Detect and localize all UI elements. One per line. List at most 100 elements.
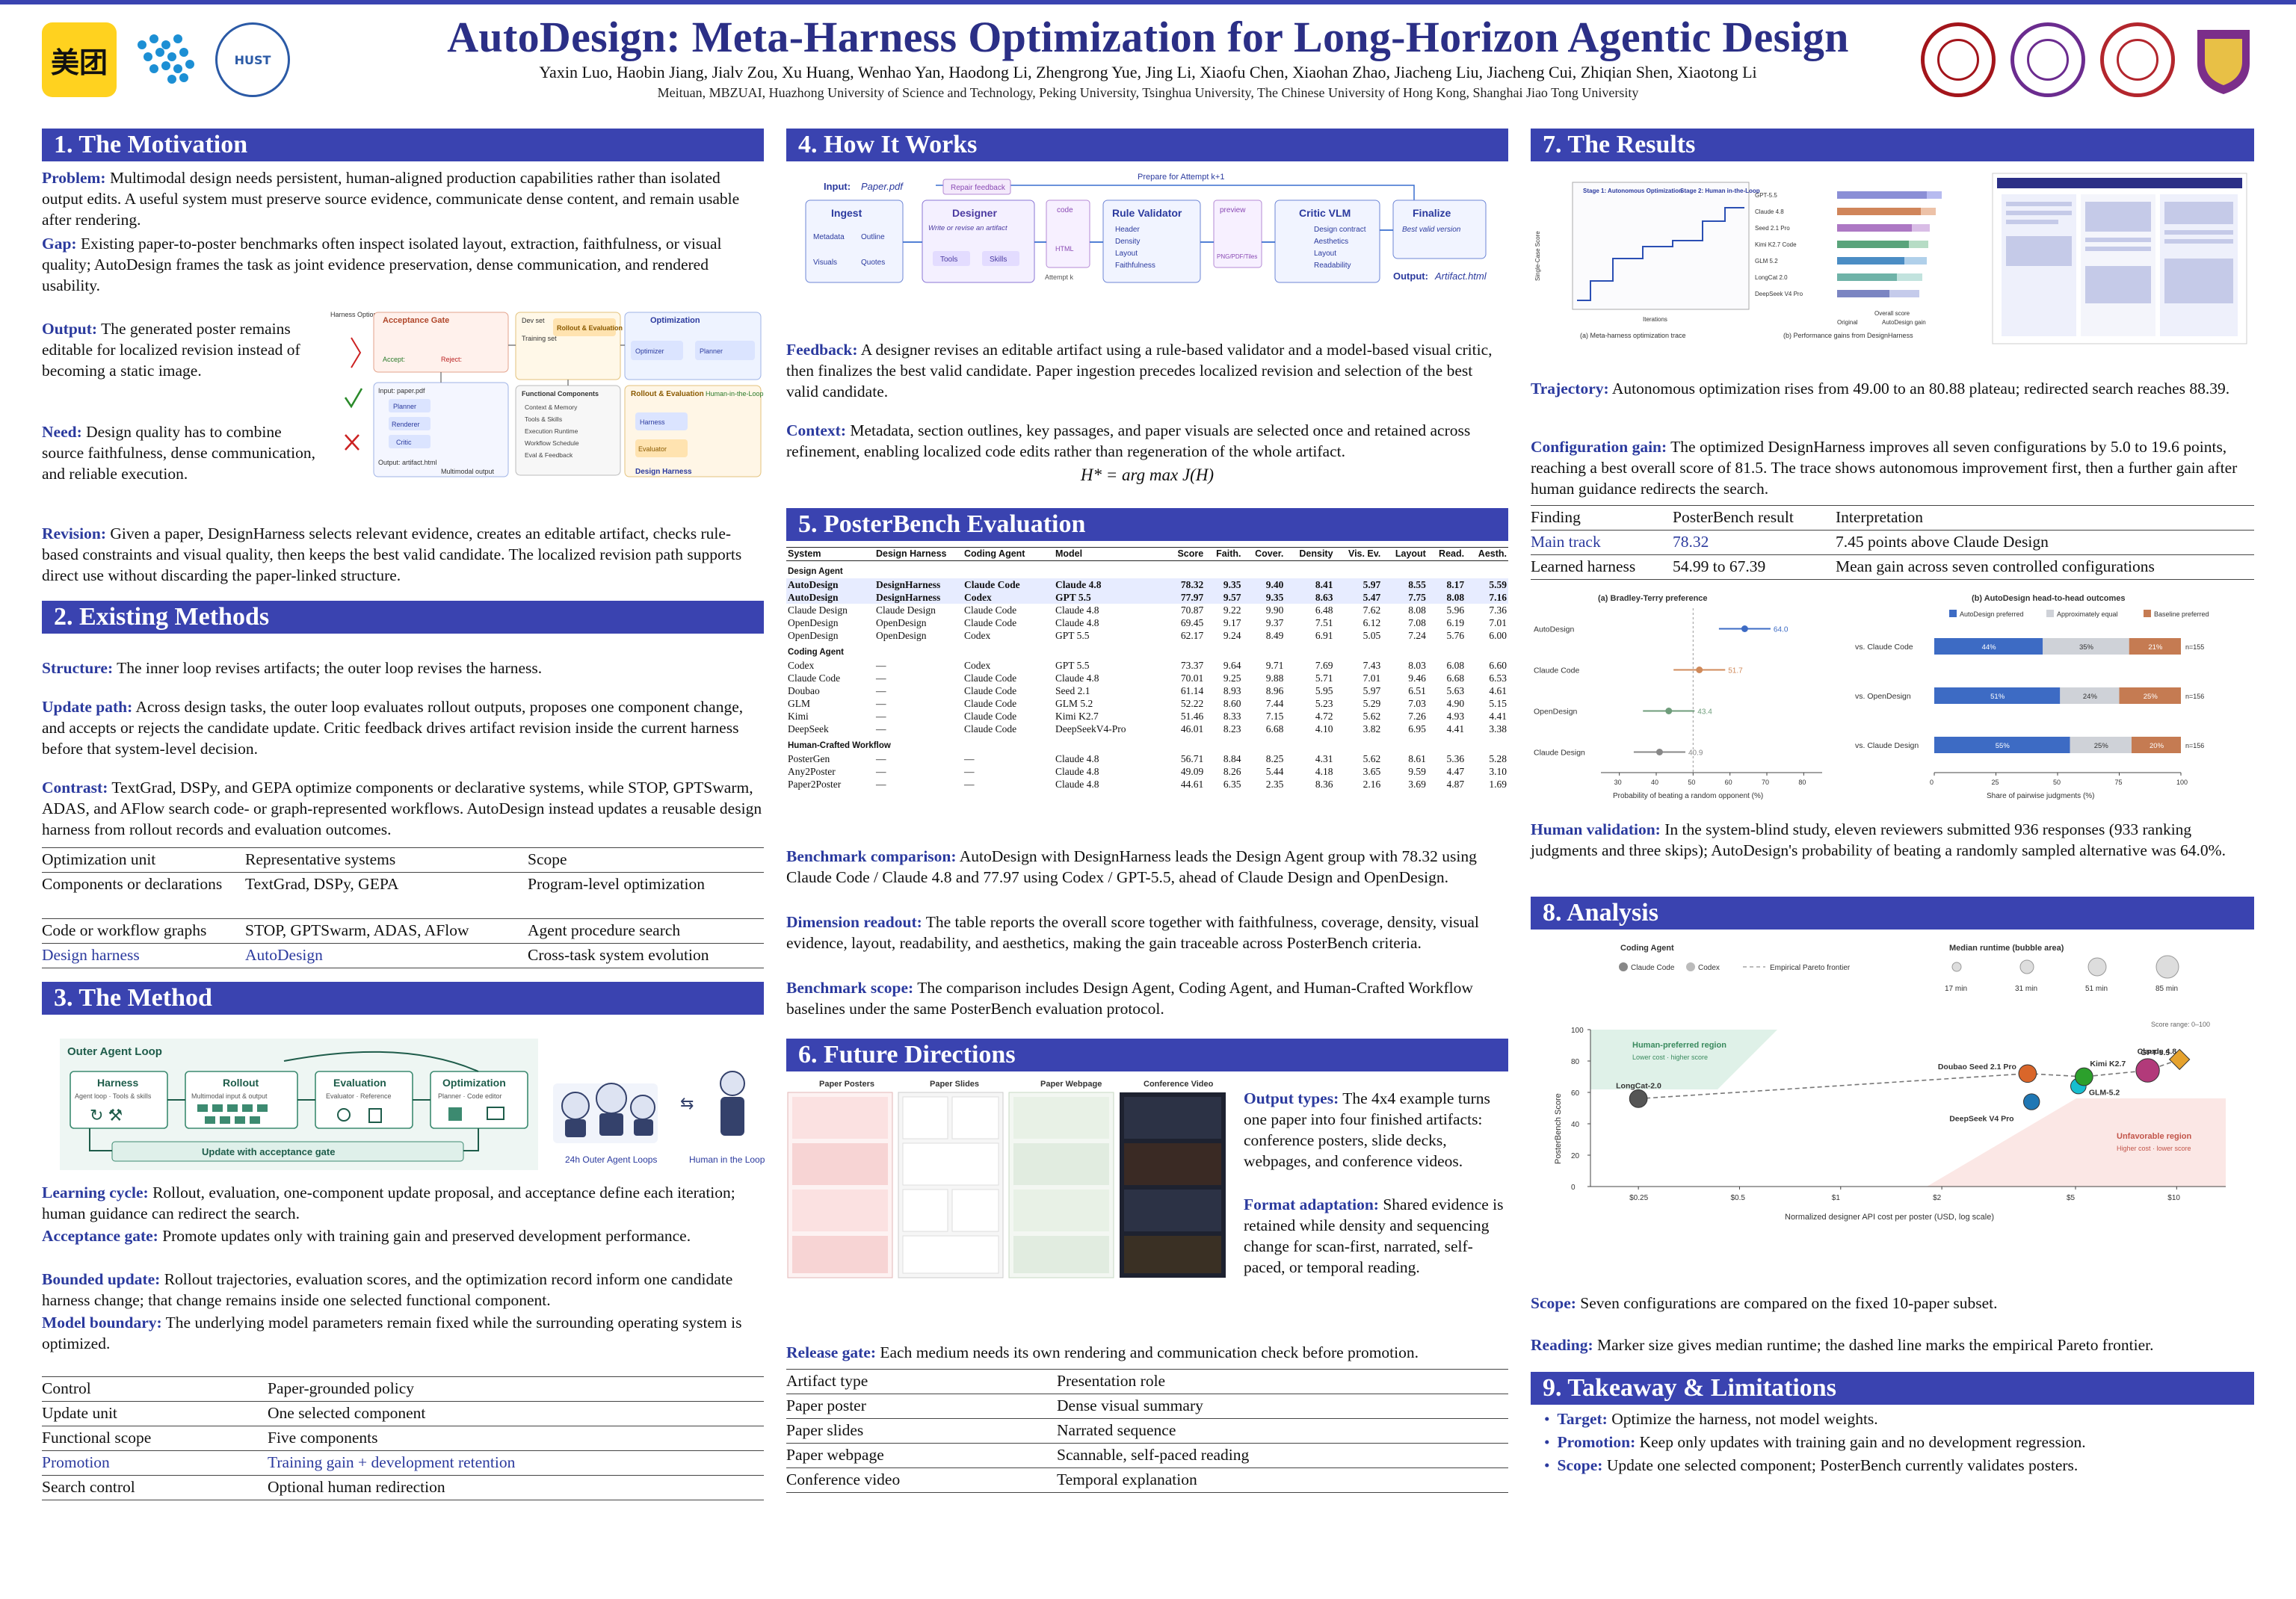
table-cell: 5.29 xyxy=(1363,698,1381,709)
x-axis-label: Share of pairwise judgments (%) xyxy=(1987,792,2095,800)
head-to-head-chart: (b) AutoDesign head-to-head outcomes Auto… xyxy=(1852,590,2254,814)
table-cell: 5.47 xyxy=(1334,591,1383,604)
svg-text:Training set: Training set xyxy=(522,335,557,342)
table-cell: 69.45 xyxy=(1180,617,1204,628)
table-cell: 5.36 xyxy=(1446,753,1465,764)
group-label: Design Agent xyxy=(788,567,843,576)
table-cell: 5.15 xyxy=(1489,698,1507,709)
table-cell: 8.93 xyxy=(1223,685,1241,696)
table-cell: 4.87 xyxy=(1446,779,1465,790)
results-trajectory: Trajectory: Autonomous optimization rise… xyxy=(1531,380,2230,398)
table-cell: Codex xyxy=(964,660,991,671)
legend-title: Coding Agent xyxy=(1620,944,1674,953)
table-cell: 62.17 xyxy=(1180,630,1204,641)
chart-title: (a) Bradley-Terry preference xyxy=(1598,594,1708,603)
table-cell: 5.44 xyxy=(1265,766,1284,777)
data-point xyxy=(1696,666,1703,673)
data-label: 40.9 xyxy=(1688,749,1703,758)
method-table: Control Paper-grounded policy Update unit… xyxy=(42,1376,764,1500)
table-row: OpenDesign OpenDesign Codex GPT 5.5 62.17 9.2… xyxy=(786,629,1508,642)
mbzuai-logo xyxy=(129,22,203,97)
column-header: Cover. xyxy=(1242,547,1286,561)
table-row: Learned harness 54.99 to 67.39 Mean gain a… xyxy=(1531,554,2254,580)
x-tick-label: 30 xyxy=(1614,779,1622,786)
table-cell: 7.01 xyxy=(1489,617,1507,628)
svg-text:Accept:: Accept: xyxy=(383,356,405,363)
table-cell: 9.25 xyxy=(1223,672,1241,684)
svg-text:Header: Header xyxy=(1115,226,1140,234)
row-label: vs. Claude Design xyxy=(1855,741,1919,750)
data-label: DeepSeek V4 Pro xyxy=(1949,1115,2013,1124)
svg-text:Paper Webpage: Paper Webpage xyxy=(1040,1080,1102,1089)
table-cell: — xyxy=(876,660,886,671)
x-axis-label: Probability of beating a random opponent… xyxy=(1613,792,1763,800)
table-row: Code or workflow graphs STOP, GPTSwarm, A… xyxy=(42,918,764,944)
table-row: Paper webpage Scannable, self-paced readi… xyxy=(786,1443,1508,1468)
table-cell: GPT 5.5 xyxy=(1054,591,1166,604)
table-row: Conference video Temporal explanation xyxy=(786,1467,1508,1493)
bar-segment xyxy=(2060,687,2120,704)
table-row: Promotion Training gain + development ret… xyxy=(42,1450,764,1476)
table-cell: 8.49 xyxy=(1265,630,1284,641)
column-header: Coding Agent xyxy=(963,547,1054,561)
table-cell: 8.25 xyxy=(1265,753,1284,764)
column-header: Faith. xyxy=(1205,547,1243,561)
runtime-legend-label: 85 min xyxy=(2155,985,2178,993)
bradley-terry-chart: (a) Bradley-Terry preference 30 40 50 60 70 80… xyxy=(1531,590,1845,814)
table-cell: 7.03 xyxy=(1408,698,1426,709)
table-cell: Claude 4.8 xyxy=(1054,578,1166,591)
table-row: Paper poster Dense visual summary xyxy=(786,1394,1508,1419)
svg-text:Optimization: Optimization xyxy=(650,316,700,325)
svg-text:Tools & Skills: Tools & Skills xyxy=(525,415,562,423)
bar-value-label: 20% xyxy=(2150,742,2164,750)
list-item: Scope: Update one selected component; Po… xyxy=(1544,1454,2086,1477)
svg-text:Stage 1: Autonomous Optimizati: Stage 1: Autonomous Optimization xyxy=(1583,188,1682,194)
legend-swatch xyxy=(2144,610,2151,617)
section-7-heading: 7. The Results xyxy=(1531,129,2254,161)
table-cell: 8.26 xyxy=(1223,766,1241,777)
motivation-gap: Gap: Existing paper-to-poster benchmarks… xyxy=(42,235,722,294)
x-tick-label: $0.25 xyxy=(1629,1194,1648,1202)
data-label: Claude 4.8 xyxy=(2138,1048,2177,1057)
table-cell: — xyxy=(876,723,886,734)
y-axis-label: PosterBench Score xyxy=(1554,1093,1563,1164)
data-point xyxy=(2023,1093,2040,1110)
bar-value-label: 44% xyxy=(1982,643,1997,652)
x-tick-label: 25 xyxy=(1992,779,1999,786)
table-cell: — xyxy=(876,779,886,790)
svg-text:Planner: Planner xyxy=(393,403,416,410)
table-row: Control Paper-grounded policy xyxy=(42,1376,764,1402)
svg-text:Conference Video: Conference Video xyxy=(1144,1080,1214,1089)
pku-seal-logo xyxy=(1921,22,1996,97)
x-tick-label: 80 xyxy=(1798,779,1806,786)
table-cell: AutoDesign xyxy=(786,591,874,604)
table-cell: Claude Design xyxy=(876,604,936,616)
data-label: Kimi K2.7 xyxy=(2090,1060,2126,1068)
cuhk-crest-logo xyxy=(2190,22,2257,97)
table-row: OpenDesign OpenDesign Claude Code Claude 4.… xyxy=(786,616,1508,629)
table-cell: 4.10 xyxy=(1315,723,1333,734)
table-cell: 2.16 xyxy=(1363,779,1381,790)
svg-text:Planner: Planner xyxy=(700,347,723,355)
svg-text:Harness Option, Record: Harness Option, Record xyxy=(330,311,403,318)
analysis-scope: Scope: Seven configurations are compared… xyxy=(1531,1294,1998,1312)
table-cell: 9.90 xyxy=(1265,604,1284,616)
svg-text:Multimodal input & output: Multimodal input & output xyxy=(191,1092,268,1100)
table-cell: 5.63 xyxy=(1446,685,1465,696)
svg-text:Metadata: Metadata xyxy=(813,233,845,241)
n-label: n=155 xyxy=(2185,643,2204,651)
bar-segment xyxy=(2043,638,2129,655)
data-label: Doubao Seed 2.1 Pro xyxy=(1938,1063,2016,1071)
table-cell: 1.69 xyxy=(1489,779,1507,790)
table-cell: 6.51 xyxy=(1408,685,1426,696)
svg-text:Evaluation: Evaluation xyxy=(333,1077,386,1089)
table-cell: 9.46 xyxy=(1408,672,1426,684)
motivation-need: Need: Design quality has to combine sour… xyxy=(42,423,315,483)
table-cell: 8.61 xyxy=(1408,753,1426,764)
x-tick-label: $1 xyxy=(1832,1194,1841,1202)
table-row: Optimization unit Representative systems S… xyxy=(42,847,764,873)
table-cell: 5.28 xyxy=(1489,753,1507,764)
legend-label: Claude Code xyxy=(1631,964,1675,972)
meituan-logo: 美团 xyxy=(42,22,117,97)
table-cell: DeepSeekV4-Pro xyxy=(1055,723,1126,734)
